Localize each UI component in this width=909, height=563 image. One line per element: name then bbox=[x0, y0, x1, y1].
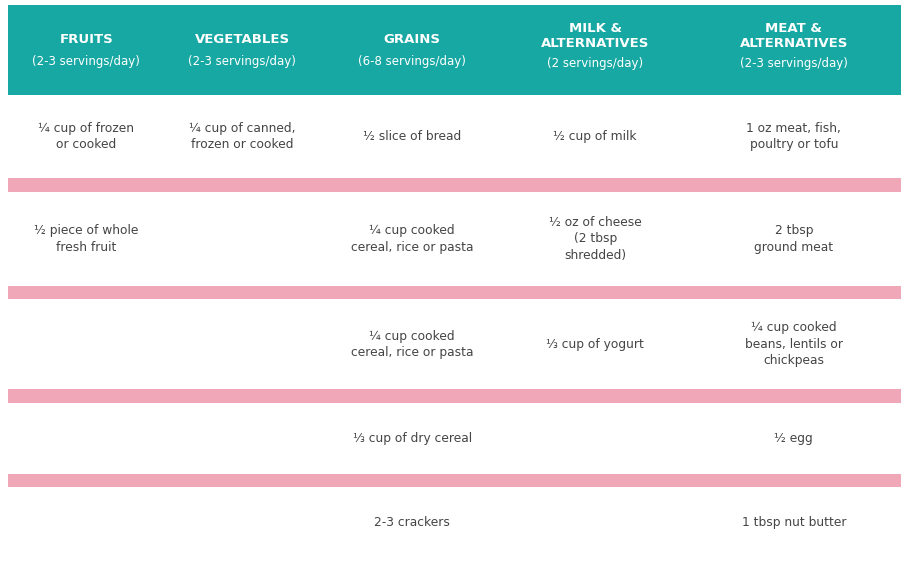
Text: (2-3 servings/day): (2-3 servings/day) bbox=[32, 56, 140, 69]
Text: ½ piece of whole
fresh fruit: ½ piece of whole fresh fruit bbox=[34, 224, 138, 254]
Bar bbox=[8, 5, 901, 95]
Bar bbox=[8, 286, 901, 300]
Text: ⅓ cup of yogurt: ⅓ cup of yogurt bbox=[546, 338, 644, 351]
Text: (2 servings/day): (2 servings/day) bbox=[547, 57, 644, 70]
Bar bbox=[8, 95, 901, 178]
Bar bbox=[8, 300, 901, 390]
Text: 1 oz meat, fish,
poultry or tofu: 1 oz meat, fish, poultry or tofu bbox=[746, 122, 841, 151]
Text: MILK &
ALTERNATIVES: MILK & ALTERNATIVES bbox=[541, 22, 649, 50]
Text: ½ cup of milk: ½ cup of milk bbox=[554, 130, 637, 143]
Bar bbox=[8, 487, 901, 558]
Text: (2-3 servings/day): (2-3 servings/day) bbox=[740, 57, 848, 70]
Text: VEGETABLES: VEGETABLES bbox=[195, 33, 290, 47]
Text: ¼ cup cooked
cereal, rice or pasta: ¼ cup cooked cereal, rice or pasta bbox=[351, 330, 474, 359]
Text: ⅓ cup of dry cereal: ⅓ cup of dry cereal bbox=[353, 432, 472, 445]
Bar bbox=[8, 473, 901, 487]
Text: ½ egg: ½ egg bbox=[774, 432, 814, 445]
Text: FRUITS: FRUITS bbox=[59, 33, 113, 47]
Text: ¼ cup cooked
beans, lentils or
chickpeas: ¼ cup cooked beans, lentils or chickpeas bbox=[744, 321, 843, 368]
Text: ¼ cup of frozen
or cooked: ¼ cup of frozen or cooked bbox=[38, 122, 135, 151]
Bar bbox=[8, 191, 901, 286]
Text: (2-3 servings/day): (2-3 servings/day) bbox=[188, 56, 296, 69]
Text: ½ slice of bread: ½ slice of bread bbox=[363, 130, 461, 143]
Text: MEAT &
ALTERNATIVES: MEAT & ALTERNATIVES bbox=[740, 22, 848, 50]
Text: GRAINS: GRAINS bbox=[384, 33, 441, 47]
Text: ½ oz of cheese
(2 tbsp
shredded): ½ oz of cheese (2 tbsp shredded) bbox=[549, 216, 642, 262]
Text: 2-3 crackers: 2-3 crackers bbox=[375, 516, 450, 529]
Bar bbox=[8, 178, 901, 191]
Bar bbox=[8, 403, 901, 473]
Text: (6-8 servings/day): (6-8 servings/day) bbox=[358, 56, 466, 69]
Bar bbox=[8, 390, 901, 403]
Text: ¼ cup of canned,
frozen or cooked: ¼ cup of canned, frozen or cooked bbox=[189, 122, 295, 151]
Text: 2 tbsp
ground meat: 2 tbsp ground meat bbox=[754, 224, 834, 254]
Text: ¼ cup cooked
cereal, rice or pasta: ¼ cup cooked cereal, rice or pasta bbox=[351, 224, 474, 254]
Text: 1 tbsp nut butter: 1 tbsp nut butter bbox=[742, 516, 846, 529]
